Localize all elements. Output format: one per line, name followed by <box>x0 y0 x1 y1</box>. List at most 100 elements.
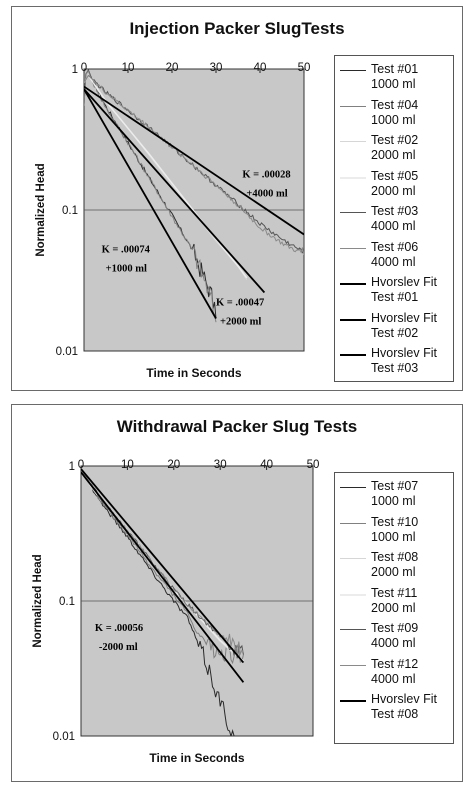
legend-label: Test #08 2000 ml <box>371 550 418 580</box>
x-tick-label: 30 <box>214 459 227 471</box>
legend-label-line2: Test #01 <box>371 290 419 304</box>
legend-item: Test #09 4000 ml <box>335 621 453 651</box>
legend-label-line1: Hvorslev Fit <box>371 310 437 325</box>
legend-label-line2: 2000 ml <box>371 148 416 162</box>
withdrawal-legend: Test #07 1000 ml Test #10 1000 ml Test #08 20… <box>334 472 454 744</box>
series-line <box>84 88 266 294</box>
legend-swatch <box>340 664 366 666</box>
chart-title: Injection Packer SlugTests <box>129 19 345 38</box>
x-tick-label: 30 <box>210 62 223 74</box>
legend-swatch <box>340 522 366 524</box>
x-axis-label: Time in Seconds <box>146 366 241 380</box>
legend-item: Test #10 1000 ml <box>335 515 453 545</box>
legend-label-line1: Hvorslev Fit <box>371 692 437 706</box>
injection-plot: 0 10 20 30 40 50 1 0.1 0.01 Time in Seconds Normal… <box>35 62 311 380</box>
legend-label-line2: 1000 ml <box>371 494 416 508</box>
legend-item: Test #01 1000 ml <box>335 62 453 92</box>
legend-label-line2: 4000 ml <box>371 219 416 233</box>
y-tick-label: 0.01 <box>53 731 75 743</box>
series-line <box>81 468 245 664</box>
legend-swatch <box>340 318 366 321</box>
legend-item: Test #05 2000 ml <box>335 169 453 199</box>
y-tick-label: 1 <box>69 461 75 473</box>
annotation-volume: +1000 ml <box>106 263 147 274</box>
y-tick-label: 0.01 <box>56 346 78 358</box>
legend-item: Hvorslev Fit Test #02 <box>335 311 453 341</box>
legend-item: Hvorslev Fit Test #03 <box>335 346 453 376</box>
y-tick-label: 0.1 <box>62 205 78 217</box>
legend-item: Test #11 2000 ml <box>335 586 453 616</box>
legend-item: Test #03 4000 ml <box>335 204 453 234</box>
legend-swatch <box>340 105 366 107</box>
legend-label-line1: Test #12 <box>371 656 419 671</box>
legend-label-line1: Test #08 <box>371 550 419 564</box>
y-tick-label: 0.1 <box>59 596 75 608</box>
legend-label-line1: Test #07 <box>371 479 419 493</box>
legend-label-line2: 1000 ml <box>371 112 416 127</box>
x-tick-label: 10 <box>122 62 135 74</box>
legend-label-line1: Test #11 <box>371 585 418 600</box>
legend-label: Test #06 4000 ml <box>371 240 418 270</box>
legend-label-line1: Hvorslev Fit <box>371 275 437 289</box>
series-line <box>81 471 245 683</box>
legend-swatch <box>340 212 366 213</box>
legend-label: Test #05 2000 ml <box>371 169 418 199</box>
annotation-k-value: K = .00047 <box>216 298 264 309</box>
series-line <box>81 468 235 736</box>
legend-label: Test #10 1000 ml <box>371 515 418 545</box>
withdrawal-chart-panel: Withdrawal Packer Slug Tests 0 10 20 30 40 50… <box>11 404 463 782</box>
injection-legend: Test #01 1000 ml Test #04 1000 ml Test #02 20… <box>334 55 454 382</box>
legend-label-line2: 4000 ml <box>371 671 416 686</box>
legend-item: Hvorslev Fit Test #01 <box>335 275 453 305</box>
y-axis-label: Normalized Head <box>32 554 44 647</box>
legend-label: Hvorslev Fit Test #08 <box>371 692 437 722</box>
y-tick-label: 1 <box>72 64 78 76</box>
legend-swatch <box>340 283 366 285</box>
x-tick-label: 0 <box>81 62 87 74</box>
legend-label-line1: Test #10 <box>371 514 419 529</box>
injection-chart-panel: Injection Packer SlugTests 0 10 20 30 40 50 1 0… <box>11 6 463 391</box>
x-tick-label: 0 <box>78 459 84 471</box>
legend-label-line1: Test #04 <box>371 97 419 112</box>
legend-item: Test #07 1000 ml <box>335 479 453 509</box>
legend-label: Test #07 1000 ml <box>371 479 418 509</box>
legend-label-line2: 1000 ml <box>371 529 416 544</box>
legend-label-line1: Test #03 <box>371 204 419 218</box>
legend-label: Test #09 4000 ml <box>371 621 418 651</box>
legend-label: Test #11 2000 ml <box>371 586 417 616</box>
legend-swatch <box>340 558 366 559</box>
x-tick-label: 40 <box>260 459 273 471</box>
series-line <box>84 88 217 319</box>
legend-label-line1: Test #01 <box>371 62 419 76</box>
x-tick-label: 20 <box>167 459 180 471</box>
legend-swatch <box>340 176 366 179</box>
y-axis-label: Normalized Head <box>35 163 47 256</box>
series-group <box>81 468 245 736</box>
legend-swatch <box>340 354 366 356</box>
annotation-k-value: K = .00056 <box>95 623 143 634</box>
series-line <box>84 74 304 255</box>
x-tick-label: 20 <box>166 62 179 74</box>
chart-title: Withdrawal Packer Slug Tests <box>116 417 358 436</box>
legend-label-line1: Hvorslev Fit <box>371 346 437 360</box>
x-tick-label: 50 <box>307 459 320 471</box>
legend-swatch <box>340 70 366 71</box>
legend-item: Test #04 1000 ml <box>335 98 453 128</box>
legend-item: Test #12 4000 ml <box>335 657 453 687</box>
legend-label-line2: Test #08 <box>371 707 419 721</box>
x-tick-label: 50 <box>298 62 311 74</box>
legend-label-line2: 1000 ml <box>371 77 416 91</box>
legend-swatch <box>340 700 366 702</box>
x-axis-label: Time in Seconds <box>149 751 244 765</box>
legend-label-line2: Test #03 <box>371 361 419 375</box>
legend-label-line1: Test #05 <box>371 168 419 183</box>
series-line <box>84 69 217 323</box>
legend-label-line2: 4000 ml <box>371 254 416 269</box>
legend-label: Test #12 4000 ml <box>371 657 418 687</box>
legend-item: Test #06 4000 ml <box>335 240 453 270</box>
legend-swatch <box>340 487 366 488</box>
legend-label-line2: 2000 ml <box>371 565 416 579</box>
series-line <box>84 85 304 236</box>
legend-label: Test #02 2000 ml <box>371 133 418 163</box>
legend-label: Test #01 1000 ml <box>371 62 418 92</box>
